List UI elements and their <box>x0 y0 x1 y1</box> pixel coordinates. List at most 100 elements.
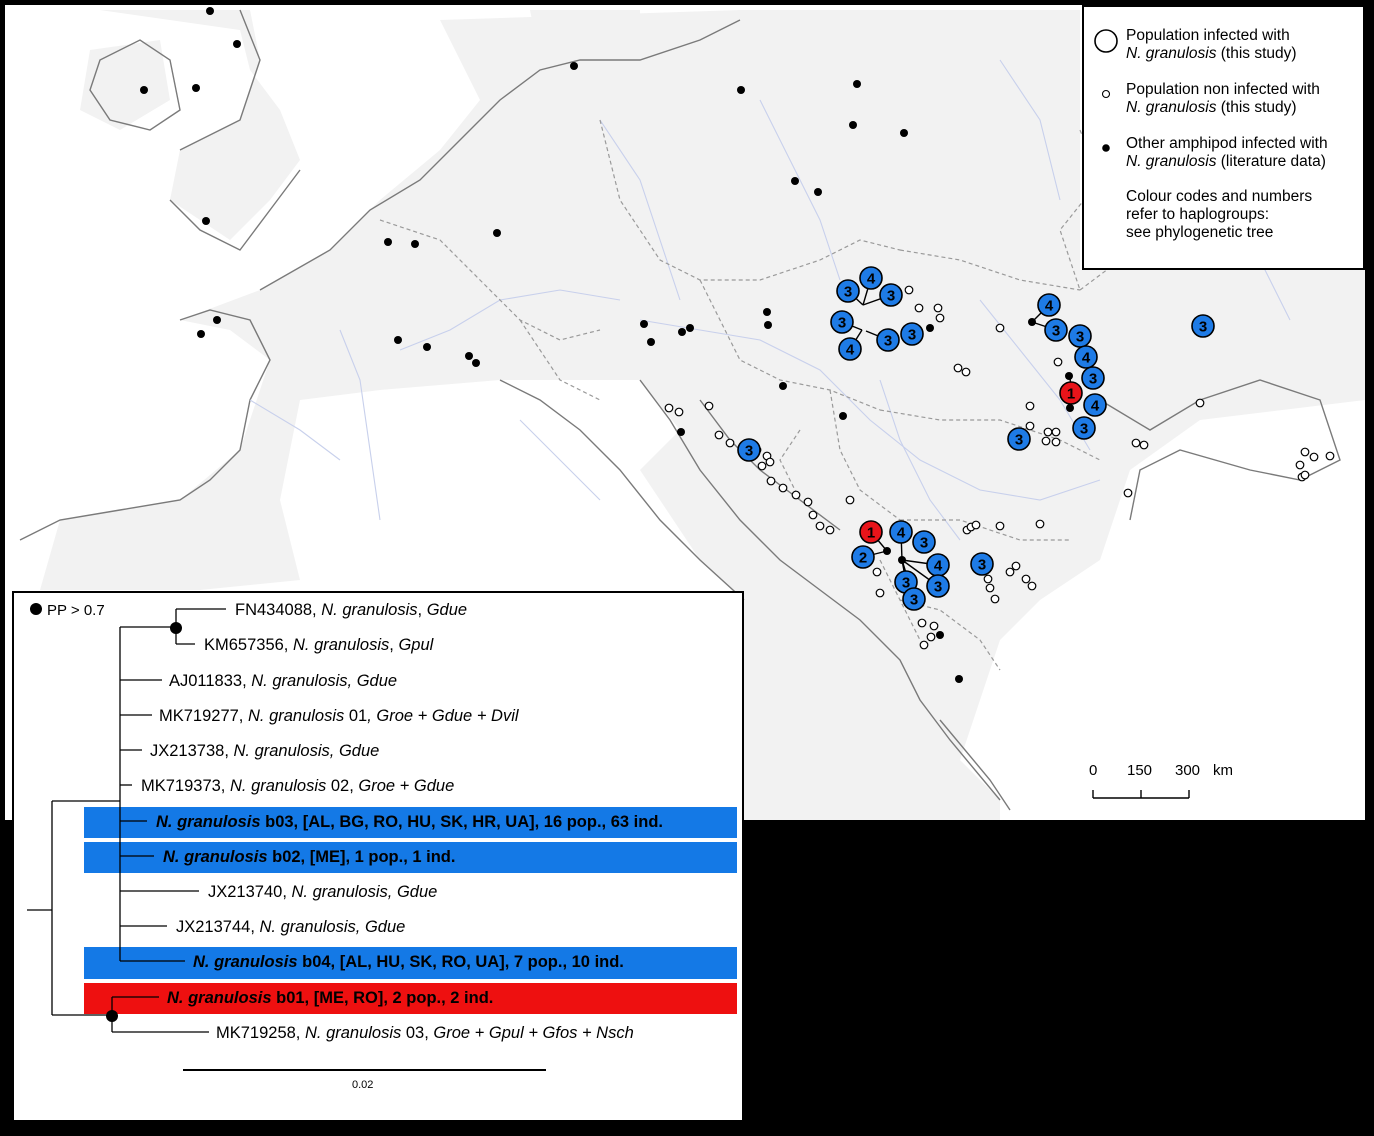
haplogroup-number: 3 <box>910 592 918 609</box>
small-circle-symbol <box>1101 89 1111 99</box>
infected-circle <box>1191 314 1215 338</box>
legend-line: Population non infected with <box>1126 81 1320 98</box>
literature-dot <box>839 412 847 420</box>
haplogroup-number: 3 <box>884 333 892 350</box>
non-infected-dot <box>791 490 801 500</box>
highlight-b01 <box>84 983 737 1014</box>
haplogroup-number: 4 <box>1091 398 1100 415</box>
taxon-label: MK719277, N. granulosis 01, Groe + Gdue … <box>159 707 520 725</box>
non-infected-dot <box>872 567 882 577</box>
infected-circle <box>1007 427 1031 451</box>
legend-text-non-infected: Population non infected with N. granulos… <box>1126 81 1320 117</box>
infected-circle <box>859 266 883 290</box>
pp-node-2 <box>106 1010 118 1022</box>
infected-population-marker: 4 <box>859 266 883 290</box>
non-infected-dot <box>765 457 775 467</box>
taxon-label-part: MK719277, <box>159 707 248 725</box>
non-infected-dot <box>704 401 714 411</box>
taxon-label: N. granulosis b02, [ME], 1 pop., 1 ind. <box>163 848 455 866</box>
haplogroup-number: 4 <box>1045 298 1054 315</box>
haplogroup-number: 4 <box>897 525 906 542</box>
infected-population-marker: 3 <box>1068 324 1092 348</box>
non-infected-dot <box>725 438 735 448</box>
infected-circle <box>926 574 950 598</box>
taxon-label-part: , Groe + Gdue + Dvil <box>367 707 520 725</box>
infected-circle <box>970 552 994 576</box>
coastlines <box>19 9 1341 811</box>
non-infected-dot <box>815 521 825 531</box>
taxon-label-part: JX213744, <box>176 918 259 936</box>
infected-population-marker: 3 <box>902 587 926 611</box>
map-scale-bar: 0 150 300 km <box>1089 762 1233 799</box>
rivers <box>249 59 1291 541</box>
taxon-label-part: N. granulosis, Gdue <box>251 672 397 690</box>
tree-branches <box>27 608 226 1033</box>
non-infected-dot <box>1139 440 1149 450</box>
taxon-label-part: JX213738, <box>150 742 233 760</box>
literature-dot <box>814 188 822 196</box>
taxon-label-part: FN434088, <box>235 601 321 619</box>
literature-dot <box>900 129 908 137</box>
taxon-label-part: Gpul <box>398 636 434 654</box>
taxon-label-part: KM657356, <box>204 636 293 654</box>
infected-circle <box>1059 381 1083 405</box>
non-infected-dot <box>1053 357 1063 367</box>
non-infected-dot <box>714 430 724 440</box>
non-infected-dot <box>664 403 674 413</box>
non-infected-dot <box>1195 398 1205 408</box>
legend-note-line: refer to haplogroups: <box>1126 206 1270 223</box>
literature-dot <box>472 359 480 367</box>
non-infected-dot <box>1309 452 1319 462</box>
infected-circle <box>1081 366 1105 390</box>
haplogroup-number: 4 <box>867 271 876 288</box>
taxon-label: N. granulosis b01, [ME, RO], 2 pop., 2 i… <box>167 989 493 1007</box>
haplogroup-number: 2 <box>859 550 867 567</box>
literature-dot <box>764 321 772 329</box>
non-infected-dot <box>953 363 963 373</box>
non-infected-dot <box>1325 451 1335 461</box>
non-infected-dot <box>985 583 995 593</box>
literature-dot <box>936 631 944 639</box>
infected-population-marker: 3 <box>1007 427 1031 451</box>
haplogroup-number: 4 <box>846 342 855 359</box>
infected-circle <box>900 322 924 346</box>
taxon-label-part: N. granulosis <box>163 848 268 866</box>
infected-population-marker: 3 <box>876 328 900 352</box>
non-infected-dot <box>929 621 939 631</box>
infected-population-marker: 3 <box>1044 318 1068 342</box>
literature-dot <box>1065 372 1073 380</box>
pp-legend-dot <box>30 603 42 615</box>
taxon-label-part: 02, <box>326 777 358 795</box>
map-legend: Population infected with N. granulosis (… <box>1082 5 1365 270</box>
large-circle-symbol <box>1094 29 1118 53</box>
infected-population-marker: 3 <box>970 552 994 576</box>
taxon-label-part: N. granulosis, Gdue <box>291 883 437 901</box>
taxon-label-part: , <box>389 636 398 654</box>
infected-population-marker: 4 <box>889 520 913 544</box>
taxon-label-part: , <box>418 601 427 619</box>
non-infected-dot <box>995 521 1005 531</box>
non-infected-dot <box>933 303 943 313</box>
infected-circle <box>1044 318 1068 342</box>
literature-dot <box>140 86 148 94</box>
infected-population-marker: 3 <box>737 438 761 462</box>
infected-population-marker: 4 <box>1074 345 1098 369</box>
legend-text-infected: Population infected with N. granulosis (… <box>1126 27 1297 63</box>
infected-circle <box>912 530 936 554</box>
literature-dot <box>202 217 210 225</box>
highlight-b02 <box>84 842 737 873</box>
highlight-b03 <box>84 807 737 838</box>
taxon-label: FN434088, N. granulosis, Gdue <box>235 601 467 619</box>
legend-note-line: Colour codes and numbers <box>1126 188 1313 205</box>
literature-dot <box>423 343 431 351</box>
infected-circle <box>1037 293 1061 317</box>
taxon-label: AJ011833, N. granulosis, Gdue <box>169 672 397 690</box>
infected-circle <box>1072 416 1096 440</box>
legend-note-line: see phylogenetic tree <box>1126 224 1274 241</box>
legend-species: N. granulosis <box>1126 153 1217 170</box>
haplogroup-number: 3 <box>844 284 852 301</box>
non-infected-dot <box>1043 427 1053 437</box>
literature-dot <box>926 324 934 332</box>
non-infected-dot <box>808 510 818 520</box>
haplogroup-number: 1 <box>1067 386 1075 403</box>
